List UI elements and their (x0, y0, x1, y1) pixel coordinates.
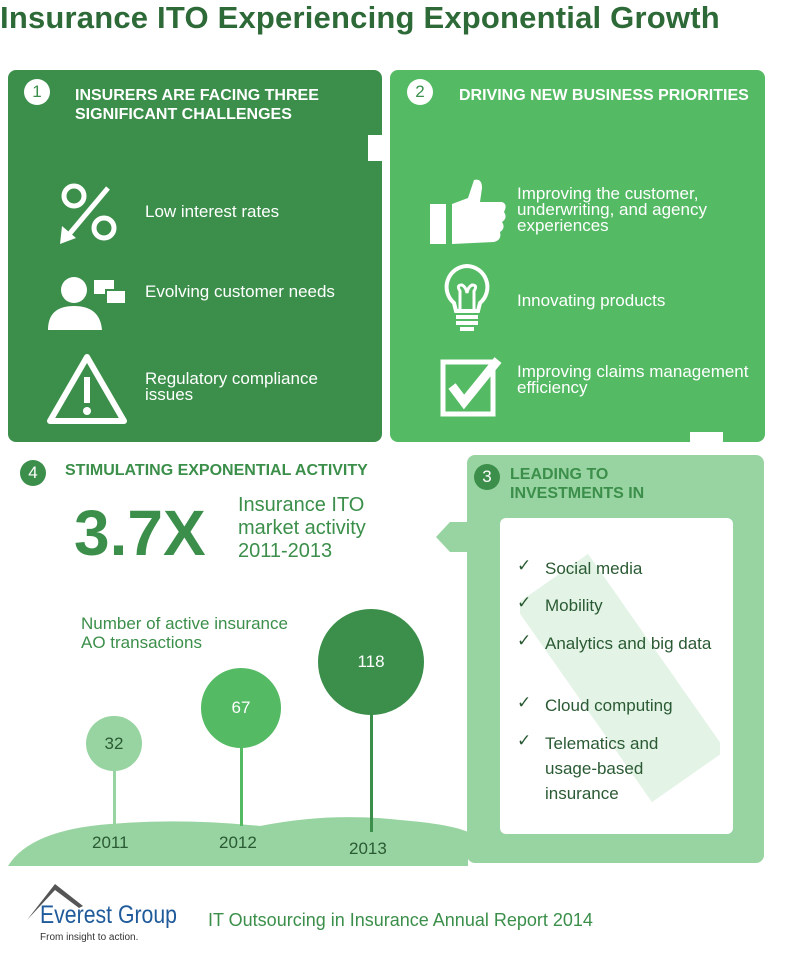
check-icon: ✓ (517, 556, 532, 575)
chart-title: Number of active insurance AO transactio… (81, 614, 288, 652)
investment-item: Analytics and big data (545, 634, 712, 653)
challenge-item: Low interest rates (145, 202, 280, 221)
priority-item: Innovating products (517, 291, 666, 310)
lightbulb-icon (444, 263, 490, 331)
investment-item: Telematics and usage-based insurance (545, 734, 659, 803)
ground-hill (8, 817, 468, 866)
bubble-2012: 67 (201, 667, 281, 748)
bubble-stem (113, 743, 116, 826)
priority-item: Improving the customer, underwriting, an… (517, 184, 707, 235)
investment-item: Mobility (545, 596, 603, 615)
checkbox-icon (440, 357, 502, 417)
growth-multiplier: 3.7X (74, 497, 206, 569)
check-icon: ✓ (517, 693, 532, 712)
logo-name: Everest Group (40, 901, 178, 929)
check-icon: ✓ (517, 731, 532, 750)
step-number: 1 (24, 79, 50, 105)
step-number: 4 (20, 460, 46, 486)
bubble-stem (370, 662, 373, 832)
customer-chat-icon (48, 277, 127, 330)
everest-logo-mark (27, 884, 83, 920)
percent-down-icon (60, 183, 117, 244)
challenges-panel: 1 INSURERS ARE FACING THREE SIGNIFICANT … (8, 70, 382, 442)
multiplier-caption: Insurance ITO market activity 2011-2013 (238, 494, 366, 562)
investment-item: Social media (545, 559, 643, 578)
panel-heading: INSURERS ARE FACING THREE SIGNIFICANT CH… (75, 87, 319, 123)
warning-icon (47, 354, 127, 424)
check-icon: ✓ (517, 631, 532, 650)
year-label: 2013 (349, 839, 387, 858)
step-number: 3 (474, 464, 500, 490)
left-arrow-connector (436, 522, 468, 552)
step-number: 2 (407, 79, 433, 105)
bubble-2013: 118 (318, 609, 424, 715)
logo-tagline: From insight to action. (40, 932, 139, 943)
page-title: Insurance ITO Experiencing Exponential G… (0, 0, 720, 35)
year-label: 2011 (92, 833, 129, 852)
check-icon: ✓ (517, 593, 532, 612)
year-label: 2012 (219, 833, 257, 852)
panel-heading: DRIVING NEW BUSINESS PRIORITIES (459, 87, 749, 104)
document-watermark-icon (520, 553, 720, 803)
challenge-item: Regulatory compliance issues (145, 369, 318, 404)
investments-list: ✓ Social media ✓ Mobility ✓ Analytics an… (500, 518, 733, 834)
investment-item: Cloud computing (545, 696, 673, 715)
bubble-stem (240, 707, 243, 826)
bubble-2011: 32 (86, 715, 142, 772)
priority-item: Improving claims management efficiency (517, 362, 749, 397)
section-heading: STIMULATING EXPONENTIAL ACTIVITY (65, 462, 368, 479)
panel-heading: LEADING TO INVESTMENTS IN (510, 466, 645, 502)
challenge-item: Evolving customer needs (145, 282, 335, 301)
report-title: IT Outsourcing in Insurance Annual Repor… (208, 910, 593, 930)
thumbs-up-icon (430, 179, 506, 244)
priorities-panel: 2 DRIVING NEW BUSINESS PRIORITIES Improv… (390, 70, 765, 442)
